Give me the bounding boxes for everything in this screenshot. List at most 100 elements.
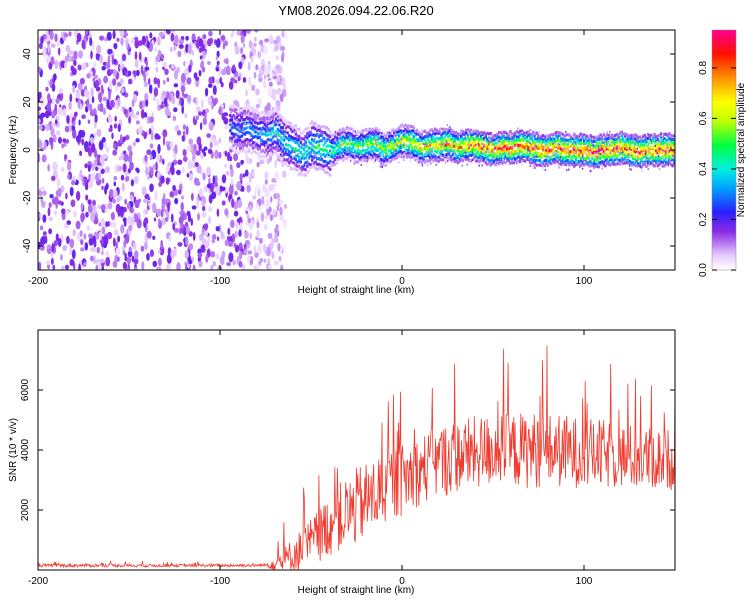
spectrogram-halo-cell xyxy=(373,161,375,164)
spectrogram-signal-cell xyxy=(523,137,527,141)
spectrogram-halo-cell xyxy=(482,160,484,163)
spectrogram-halo-cell xyxy=(395,149,397,152)
spectrogram-noise-cell xyxy=(244,231,249,239)
spectrogram-signal-cell xyxy=(245,111,248,115)
spectrogram-noise-cell xyxy=(115,241,118,248)
spectrogram-signal-cell xyxy=(573,161,576,164)
spectrogram-noise-cell xyxy=(68,50,74,56)
spectrogram-signal-cell xyxy=(240,116,243,120)
spectrogram-halo-cell xyxy=(476,134,479,137)
spectrogram-noise-cell xyxy=(146,253,150,261)
spectrogram-signal-cell xyxy=(641,153,645,157)
spectrogram-signal-cell xyxy=(397,145,401,149)
spectrogram-signal-cell xyxy=(517,131,520,135)
spectrogram-halo-cell xyxy=(602,132,604,135)
spectrogram-signal-cell xyxy=(232,121,235,125)
spectrogram-signal-cell xyxy=(381,139,384,143)
spectrogram-signal-cell xyxy=(555,131,558,134)
spectrogram-signal-cell xyxy=(299,131,302,135)
spectrogram-noise-cell xyxy=(92,205,97,214)
colorbar-tick-label: 0.4 xyxy=(698,162,709,176)
spectrogram-signal-cell xyxy=(487,154,491,158)
spectrogram-halo-cell xyxy=(302,150,304,153)
spectrogram-noise-cell xyxy=(78,263,81,270)
spectrogram-signal-cell xyxy=(615,140,619,144)
spectrogram-signal-cell xyxy=(533,151,537,155)
spectrogram-signal-cell xyxy=(299,160,302,164)
spectrogram-signal-cell xyxy=(265,129,268,133)
spectrogram-signal-cell xyxy=(248,112,252,116)
spectrogram-signal-cell xyxy=(361,144,365,148)
spectrogram-noise-cell xyxy=(103,75,109,84)
spectrogram-signal-cell xyxy=(542,160,545,164)
spectrogram-noise-cell xyxy=(79,169,83,178)
spectrogram-signal-cell xyxy=(414,149,417,153)
spectrogram-signal-cell xyxy=(473,131,476,135)
spectrogram-halo-cell xyxy=(567,168,570,171)
spectrogram-signal-cell xyxy=(659,157,663,160)
spectrogram-signal-cell xyxy=(596,158,599,162)
spectrogram-signal-cell xyxy=(275,123,278,127)
spectrogram-signal-cell xyxy=(447,138,450,142)
spectrogram-signal-cell xyxy=(548,139,551,143)
spectrogram-signal-cell xyxy=(414,129,417,133)
spectrogram-noise-cell xyxy=(200,152,204,160)
spectrogram-signal-cell xyxy=(486,148,489,152)
spectrogram-signal-cell xyxy=(501,141,504,145)
spectrogram-noise-cell xyxy=(143,217,149,225)
spectrogram-noise-cell xyxy=(157,49,162,57)
spectrogram-signal-cell xyxy=(505,157,509,161)
spectrogram-signal-cell xyxy=(261,110,265,114)
spectrogram-noise-cell xyxy=(62,138,67,143)
spectrogram-halo-cell xyxy=(430,142,432,145)
spectrogram-noise-cell xyxy=(112,78,117,86)
spectrogram-signal-cell xyxy=(607,146,610,150)
spectrogram-signal-cell xyxy=(582,133,586,137)
spectrogram-halo-cell xyxy=(589,151,591,153)
spectrogram-signal-cell xyxy=(512,150,515,153)
spectrogram-signal-cell xyxy=(466,135,469,139)
spectrogram-halo-cell xyxy=(469,159,471,162)
spectrogram-halo-cell xyxy=(489,141,492,143)
spectrogram-signal-cell xyxy=(306,136,309,140)
spectrogram-noise-cell xyxy=(88,237,94,246)
spectrogram-signal-cell xyxy=(424,141,427,145)
spectrogram-signal-cell xyxy=(527,133,530,137)
spectrogram-noise-cell xyxy=(218,151,222,159)
spectrogram-noise-cell xyxy=(38,153,41,163)
spectrogram-noise-cell xyxy=(140,245,145,252)
spectrogram-signal-cell xyxy=(535,139,538,143)
spectrogram-signal-cell xyxy=(661,156,664,159)
spectrogram-signal-cell xyxy=(566,155,569,159)
spectrogram-signal-cell xyxy=(640,150,643,154)
spectrogram-halo-cell xyxy=(297,152,299,155)
spectrogram-halo-cell xyxy=(517,127,519,130)
spectrogram-halo-cell xyxy=(446,159,449,162)
spectrogram-halo-cell xyxy=(581,167,584,170)
spectrogram-signal-cell xyxy=(618,142,622,146)
spectrogram-signal-cell xyxy=(365,134,368,138)
spectrogram-signal-cell xyxy=(301,153,304,157)
spectrogram-signal-cell xyxy=(294,158,297,162)
spectrogram-signal-cell xyxy=(594,162,597,166)
spectrogram-halo-cell xyxy=(660,142,662,145)
spectrogram-halo-cell xyxy=(439,156,442,159)
spectrogram-signal-cell xyxy=(319,158,322,162)
spectrogram-signal-cell xyxy=(402,138,406,142)
spectrogram-signal-cell xyxy=(530,136,533,140)
spectrogram-signal-cell xyxy=(379,141,383,145)
spectrogram-noise-cell xyxy=(234,45,240,55)
spectrogram-halo-cell xyxy=(301,169,303,172)
spectrogram-signal-cell xyxy=(587,136,591,140)
spectrogram-signal-cell xyxy=(589,138,592,142)
spectrogram-signal-cell xyxy=(440,140,443,144)
spectrogram-noise-cell xyxy=(43,141,47,150)
spectrogram-halo-cell xyxy=(276,137,278,140)
spectrogram-signal-cell xyxy=(651,159,655,163)
spectrogram-noise-cell xyxy=(156,152,160,162)
spectrogram-signal-cell xyxy=(461,137,465,141)
spectrogram-noise-cell xyxy=(152,260,158,268)
spectrogram-signal-cell xyxy=(258,127,261,131)
spectrogram-signal-cell xyxy=(437,155,440,159)
spectrogram-signal-cell xyxy=(388,143,391,147)
